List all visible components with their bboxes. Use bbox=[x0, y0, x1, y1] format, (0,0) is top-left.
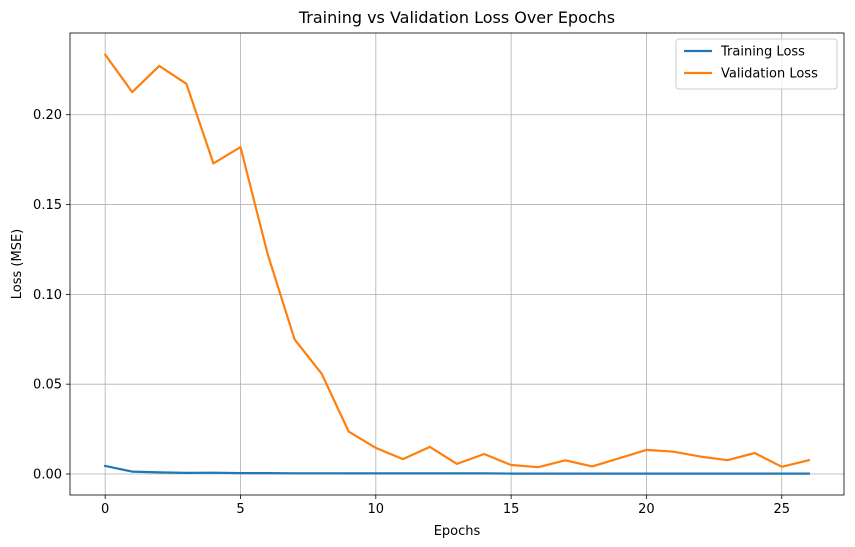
chart-title: Training vs Validation Loss Over Epochs bbox=[298, 8, 615, 27]
x-tick-label: 10 bbox=[368, 502, 385, 517]
series-line-training-loss bbox=[103, 464, 810, 475]
legend-box bbox=[675, 38, 838, 90]
x-tick-label: 15 bbox=[503, 502, 520, 517]
x-tick-label: 5 bbox=[236, 502, 244, 517]
y-tick-label: 0.15 bbox=[33, 198, 62, 213]
legend: Training Loss Validation Loss bbox=[675, 38, 838, 90]
y-tick-label: 0.00 bbox=[33, 467, 62, 482]
series-lines bbox=[103, 53, 811, 475]
x-axis: 0 5 10 15 20 25 bbox=[101, 495, 790, 517]
y-tick-label: 0.20 bbox=[33, 108, 62, 123]
x-tick-label: 0 bbox=[101, 502, 109, 517]
y-axis: 0.00 0.05 0.10 0.15 0.20 bbox=[33, 108, 70, 482]
y-tick-label: 0.10 bbox=[33, 288, 62, 303]
series-line-validation-loss bbox=[103, 53, 811, 469]
y-tick-label: 0.05 bbox=[33, 378, 62, 393]
x-tick-label: 20 bbox=[638, 502, 655, 517]
plot-area bbox=[69, 32, 845, 496]
legend-label-training-loss: Training Loss bbox=[720, 45, 805, 60]
y-axis-label: Loss (MSE) bbox=[10, 229, 25, 299]
legend-label-validation-loss: Validation Loss bbox=[721, 67, 818, 82]
grid bbox=[70, 33, 844, 495]
x-axis-label: Epochs bbox=[434, 524, 481, 539]
x-tick-label: 25 bbox=[773, 502, 790, 517]
